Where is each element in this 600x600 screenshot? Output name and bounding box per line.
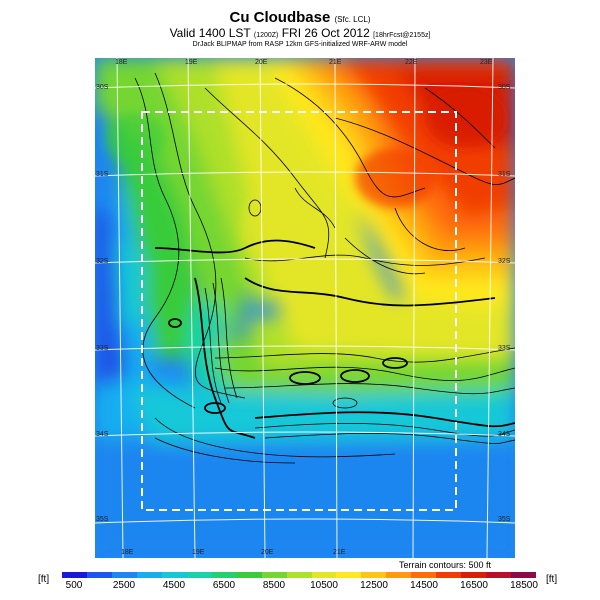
colorbar-swatch <box>461 572 487 578</box>
model-credit: DrJack BLIPMAP from RASP 12km GFS-initia… <box>192 41 408 48</box>
lat-label-left: 35S <box>96 516 109 523</box>
colorbar-swatch <box>361 572 387 578</box>
colorbar-unit-left: [ft] <box>38 574 50 585</box>
colorbar-tick-label: 10500 <box>310 580 338 591</box>
lon-label-top: 21E <box>329 59 342 66</box>
lon-label-bottom: 18E <box>121 549 134 556</box>
colorbar-tick-label: 500 <box>65 580 83 591</box>
lon-label-top: 19E <box>185 59 198 66</box>
lat-label-right: 31S <box>498 171 511 178</box>
lat-label-left: 34S <box>96 431 109 438</box>
colorbar-tick-label: 18500 <box>510 580 538 591</box>
lat-label-right: 33S <box>498 345 511 352</box>
colorbar-swatch <box>236 572 262 578</box>
colorbar-swatch <box>261 572 287 578</box>
colorbar-swatch <box>286 572 312 578</box>
lon-label-top: 22E <box>405 59 418 66</box>
colorbar-unit-right: [ft] <box>546 574 558 585</box>
colorbar-swatch <box>386 572 412 578</box>
lat-label-right: 30S <box>498 84 511 91</box>
colorbar-ticks: 500 2500 4500 6500 8500 10500 12500 14500 16500 1… <box>62 580 538 594</box>
cloudbase-map[interactable]: 18E 19E 20E 21E 22E 23E 18E 19E 20E 21E … <box>95 58 515 558</box>
terrain-contour-note: Terrain contours: 500 ft <box>399 560 492 570</box>
colorbar-swatch <box>62 572 87 578</box>
lat-label-left: 31S <box>96 171 109 178</box>
colorbar <box>62 572 537 578</box>
valid-time: Valid 1400 LST (1200Z) FRI 26 Oct 2012 [… <box>169 26 431 40</box>
colorbar-tick-label: 16500 <box>460 580 488 591</box>
colorbar-tick-label: 2500 <box>112 580 136 591</box>
lon-label-bottom: 20E <box>261 549 274 556</box>
cloudbase-field <box>95 58 515 558</box>
colorbar-swatch <box>411 572 437 578</box>
colorbar-swatch <box>336 572 362 578</box>
lon-label-top: 18E <box>115 59 128 66</box>
colorbar-swatch <box>311 572 337 578</box>
lat-lon-grid <box>95 58 515 558</box>
lon-label-top: 20E <box>255 59 268 66</box>
lat-label-right: 32S <box>498 258 511 265</box>
colorbar-tick-label: 12500 <box>360 580 388 591</box>
colorbar-swatch <box>511 572 537 578</box>
colorbar-swatch <box>186 572 212 578</box>
colorbar-tick-label: 8500 <box>262 580 286 591</box>
colorbar-swatch <box>486 572 512 578</box>
colorbar-tick-label: 14500 <box>410 580 438 591</box>
colorbar-swatch <box>436 572 462 578</box>
lat-label-right: 35S <box>498 516 511 523</box>
chart-title: Cu Cloudbase (Sfc. LCL) <box>229 9 371 26</box>
colorbar-swatch <box>136 572 162 578</box>
colorbar-swatch <box>211 572 237 578</box>
colorbar-swatch <box>111 572 137 578</box>
colorbar-swatch <box>86 572 112 578</box>
lon-label-top: 23E <box>480 59 493 66</box>
lon-label-bottom: 21E <box>333 549 346 556</box>
colorbar-tick-label: 6500 <box>212 580 236 591</box>
lat-label-left: 32S <box>96 258 109 265</box>
colorbar-swatch <box>161 572 187 578</box>
lat-label-left: 30S <box>96 84 109 91</box>
lat-label-left: 33S <box>96 345 109 352</box>
lon-label-bottom: 19E <box>192 549 205 556</box>
inner-domain-box <box>141 111 457 511</box>
colorbar-tick-label: 4500 <box>162 580 186 591</box>
lat-label-right: 34S <box>498 431 511 438</box>
